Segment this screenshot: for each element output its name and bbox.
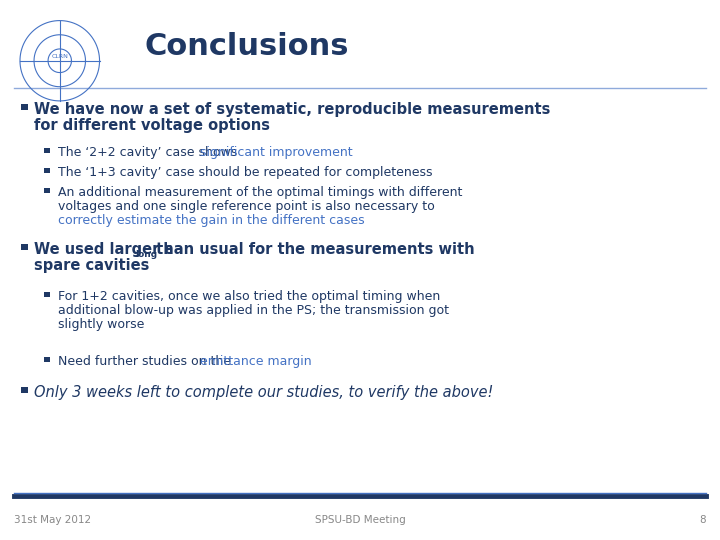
Text: 8: 8 [699,515,706,525]
Bar [44,188,50,193]
Bar [21,104,28,110]
Text: CLRN: CLRN [51,53,68,58]
Text: spare cavities: spare cavities [34,258,149,273]
Text: 31st May 2012: 31st May 2012 [14,515,91,525]
Text: We have now a set of systematic, reproducible measurements: We have now a set of systematic, reprodu… [34,102,550,117]
Text: The ‘2+2 cavity’ case shows: The ‘2+2 cavity’ case shows [58,146,241,159]
Text: for different voltage options: for different voltage options [34,118,270,133]
Bar [44,148,50,153]
Bar [44,292,50,297]
Text: The ‘1+3 cavity’ case should be repeated for completeness: The ‘1+3 cavity’ case should be repeated… [58,166,433,179]
Text: We used larger ε: We used larger ε [34,242,173,257]
Text: Need further studies on the: Need further studies on the [58,355,235,368]
Text: than usual for the measurements with: than usual for the measurements with [150,242,474,257]
Text: voltages and one single reference point is also necessary to: voltages and one single reference point … [58,200,435,213]
Text: correctly estimate the gain in the different cases: correctly estimate the gain in the diffe… [58,214,364,227]
Text: For 1+2 cavities, once we also tried the optimal timing when: For 1+2 cavities, once we also tried the… [58,290,440,303]
Text: significant improvement: significant improvement [200,146,353,159]
Text: additional blow-up was applied in the PS; the transmission got: additional blow-up was applied in the PS… [58,304,449,317]
Text: SPSU-BD Meeting: SPSU-BD Meeting [315,515,405,525]
Text: Conclusions: Conclusions [145,32,349,61]
Text: Only 3 weeks left to complete our studies, to verify the above!: Only 3 weeks left to complete our studie… [34,385,493,400]
Text: slightly worse: slightly worse [58,318,145,331]
Bar [21,387,28,393]
Bar [21,244,28,250]
Bar [44,168,50,173]
Bar [44,357,50,362]
Text: An additional measurement of the optimal timings with different: An additional measurement of the optimal… [58,186,462,199]
Text: long: long [135,250,157,259]
Text: emittance margin: emittance margin [200,355,312,368]
